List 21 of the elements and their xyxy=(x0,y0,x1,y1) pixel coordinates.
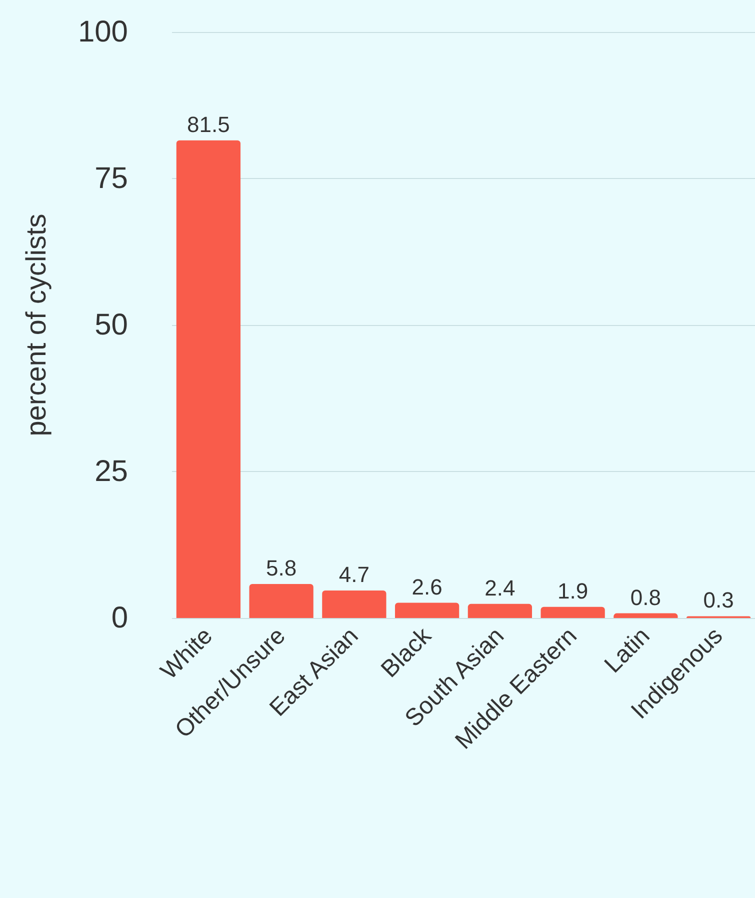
y-tick-label: 0 xyxy=(111,602,128,634)
y-tick-label: 100 xyxy=(78,16,128,48)
bar xyxy=(395,602,460,618)
bar xyxy=(176,140,241,618)
data-label: 2.4 xyxy=(484,575,516,600)
bar xyxy=(540,606,605,618)
data-label: 0.3 xyxy=(703,588,734,613)
data-label: 4.7 xyxy=(338,562,370,587)
y-tick-label: 75 xyxy=(94,162,128,195)
bar xyxy=(468,604,532,618)
y-axis-title: percent of cyclists xyxy=(20,214,52,436)
bar xyxy=(249,584,314,618)
data-label: 5.8 xyxy=(266,556,297,581)
y-tick-label: 25 xyxy=(94,455,128,488)
data-label: 0.8 xyxy=(630,584,661,610)
y-tick-label: 50 xyxy=(94,308,128,342)
bar xyxy=(322,590,386,618)
data-label: 2.6 xyxy=(412,574,442,600)
data-label: 81.5 xyxy=(187,112,230,137)
data-label: 1.9 xyxy=(558,578,588,604)
bar xyxy=(614,613,678,618)
